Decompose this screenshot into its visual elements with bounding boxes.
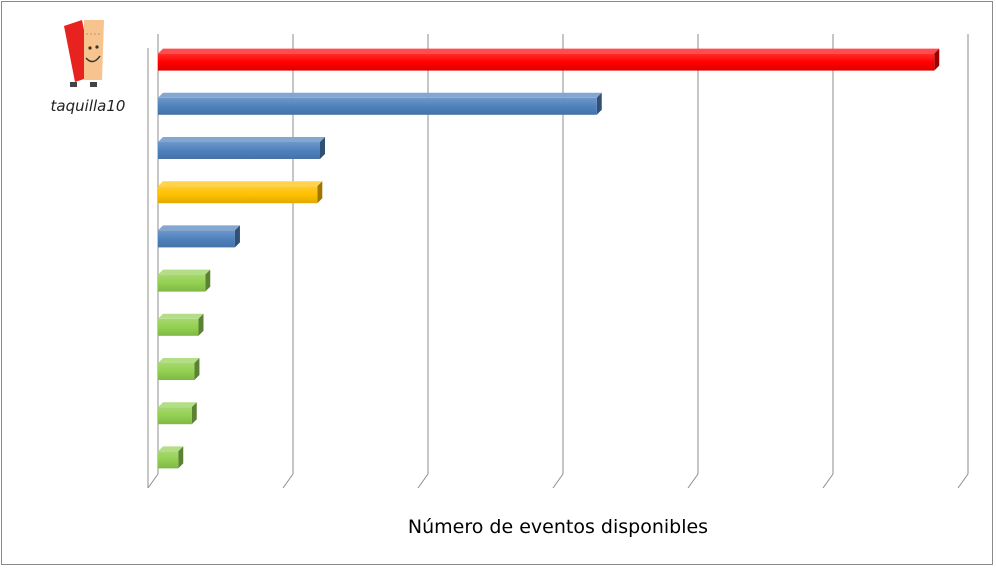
bar xyxy=(158,358,200,380)
gridline-floor xyxy=(417,473,429,489)
bar xyxy=(158,446,184,469)
bar xyxy=(158,402,197,425)
ticket-mascot-icon xyxy=(64,20,104,87)
gridline-floor xyxy=(552,473,564,489)
gridline-floor xyxy=(147,473,159,489)
bar-top xyxy=(158,313,204,319)
bar-side xyxy=(317,181,323,204)
bar-front xyxy=(158,230,235,248)
bar-top xyxy=(158,137,325,142)
bar-side xyxy=(934,48,940,71)
bar-group xyxy=(158,48,940,469)
bar xyxy=(158,225,240,248)
bar xyxy=(158,313,204,336)
bar-front xyxy=(158,363,195,380)
bar-front xyxy=(158,53,935,71)
bar-side xyxy=(194,358,200,380)
bar-front xyxy=(158,407,192,425)
bar xyxy=(158,48,940,71)
bar-side xyxy=(596,92,602,115)
logo-text: taquilla10 xyxy=(51,97,126,115)
gridline-floor xyxy=(282,473,294,489)
bar-front xyxy=(158,97,597,115)
bar-side xyxy=(320,137,325,159)
bar-top xyxy=(158,48,940,54)
bar-side xyxy=(205,269,211,292)
bar-top xyxy=(158,446,184,452)
bar-top xyxy=(158,181,323,187)
bar-front xyxy=(158,186,318,204)
bar-front xyxy=(158,451,179,469)
bar xyxy=(158,269,211,292)
bar-top xyxy=(158,92,602,98)
gridline-floor xyxy=(822,473,834,489)
bar-top xyxy=(158,402,197,408)
bar xyxy=(158,137,325,159)
bar-top xyxy=(158,225,240,231)
bar-side xyxy=(234,225,240,248)
bar xyxy=(158,181,323,204)
taquilla10-logo: taquilla10 xyxy=(51,20,126,115)
bar-front xyxy=(158,274,206,292)
x-axis-label: Número de eventos disponibles xyxy=(408,516,708,538)
bar-side xyxy=(198,313,204,336)
bar-front xyxy=(158,318,199,336)
bar-front xyxy=(158,142,320,159)
gridline-floor xyxy=(687,473,699,489)
bar-side xyxy=(178,446,184,469)
gridline-floor xyxy=(957,473,969,489)
bar xyxy=(158,92,602,115)
bar-top xyxy=(158,358,200,363)
bar-top xyxy=(158,269,211,275)
bar-side xyxy=(191,402,197,425)
